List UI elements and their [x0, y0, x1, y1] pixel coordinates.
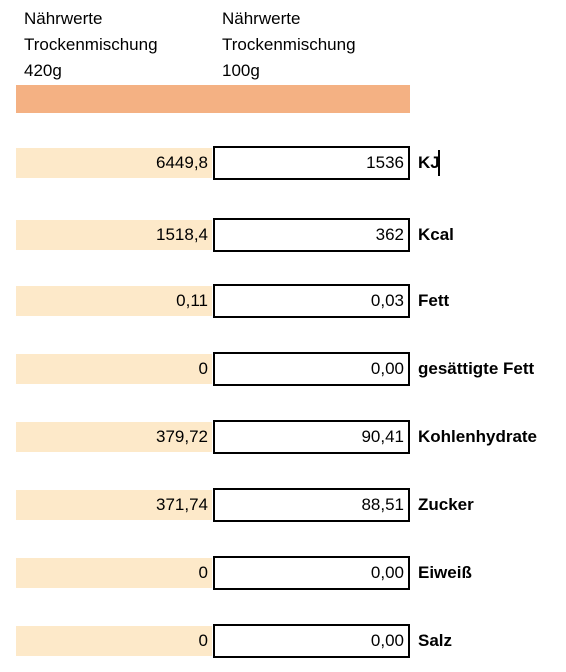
cell-value-420g[interactable]: 0 — [16, 354, 212, 384]
nutrient-label: Eiweiß — [418, 563, 472, 582]
text-cursor — [438, 150, 440, 176]
row-fett: 0,11 0,03 Fett — [0, 284, 566, 318]
cell-value-100g[interactable]: 0,00 — [213, 352, 410, 386]
row-salz: 0 0,00 Salz — [0, 624, 566, 658]
header-420g-line2: Trockenmischung — [24, 35, 158, 54]
row-kcal: 1518,4 362 Kcal — [0, 218, 566, 252]
header-100g-line1: Nährwerte — [222, 9, 301, 28]
cell-value-100g[interactable]: 0,00 — [213, 624, 410, 658]
cell-value-420g[interactable]: 0,11 — [16, 286, 212, 316]
cell-value-420g[interactable]: 379,72 — [16, 422, 212, 452]
cell-value-100g[interactable]: 0,00 — [213, 556, 410, 590]
nutrient-label: Fett — [418, 291, 450, 310]
cell-value-420g[interactable]: 6449,8 — [16, 148, 212, 178]
row-eiweiss: 0 0,00 Eiweiß — [0, 556, 566, 590]
cell-value-420g[interactable]: 0 — [16, 558, 212, 588]
row-zucker: 371,74 88,51 Zucker — [0, 488, 566, 522]
cell-value-100g[interactable]: 90,41 — [213, 420, 410, 454]
header-420g-line1: Nährwerte — [24, 9, 103, 28]
cell-value-100g[interactable]: 362 — [213, 218, 410, 252]
nutrient-label: KJ — [418, 153, 440, 172]
row-kohlenhydrate: 379,72 90,41 Kohlenhydrate — [0, 420, 566, 454]
header-420g: Nährwerte Trockenmischung 420g — [24, 6, 158, 84]
cell-value-100g[interactable]: 0,03 — [213, 284, 410, 318]
header-100g: Nährwerte Trockenmischung 100g — [222, 6, 356, 84]
header-420g-line3: 420g — [24, 61, 62, 80]
nutrient-label: Kcal — [418, 225, 454, 244]
row-gesaettigte-fett: 0 0,00 gesättigte Fett — [0, 352, 566, 386]
cell-value-100g[interactable]: 88,51 — [213, 488, 410, 522]
header-color-band — [16, 85, 410, 113]
nutrient-label: Kohlenhydrate — [418, 427, 538, 446]
header-100g-line2: Trockenmischung — [222, 35, 356, 54]
cell-value-420g[interactable]: 371,74 — [16, 490, 212, 520]
cell-value-100g[interactable]: 1536 — [213, 146, 410, 180]
nutrient-label: Zucker — [418, 495, 474, 514]
header-100g-line3: 100g — [222, 61, 260, 80]
row-kj: 6449,8 1536 KJ — [0, 146, 566, 180]
nutrient-label: gesättigte Fett — [418, 359, 535, 378]
cell-value-420g[interactable]: 1518,4 — [16, 220, 212, 250]
nutrient-label: Salz — [418, 631, 453, 650]
cell-value-420g[interactable]: 0 — [16, 626, 212, 656]
